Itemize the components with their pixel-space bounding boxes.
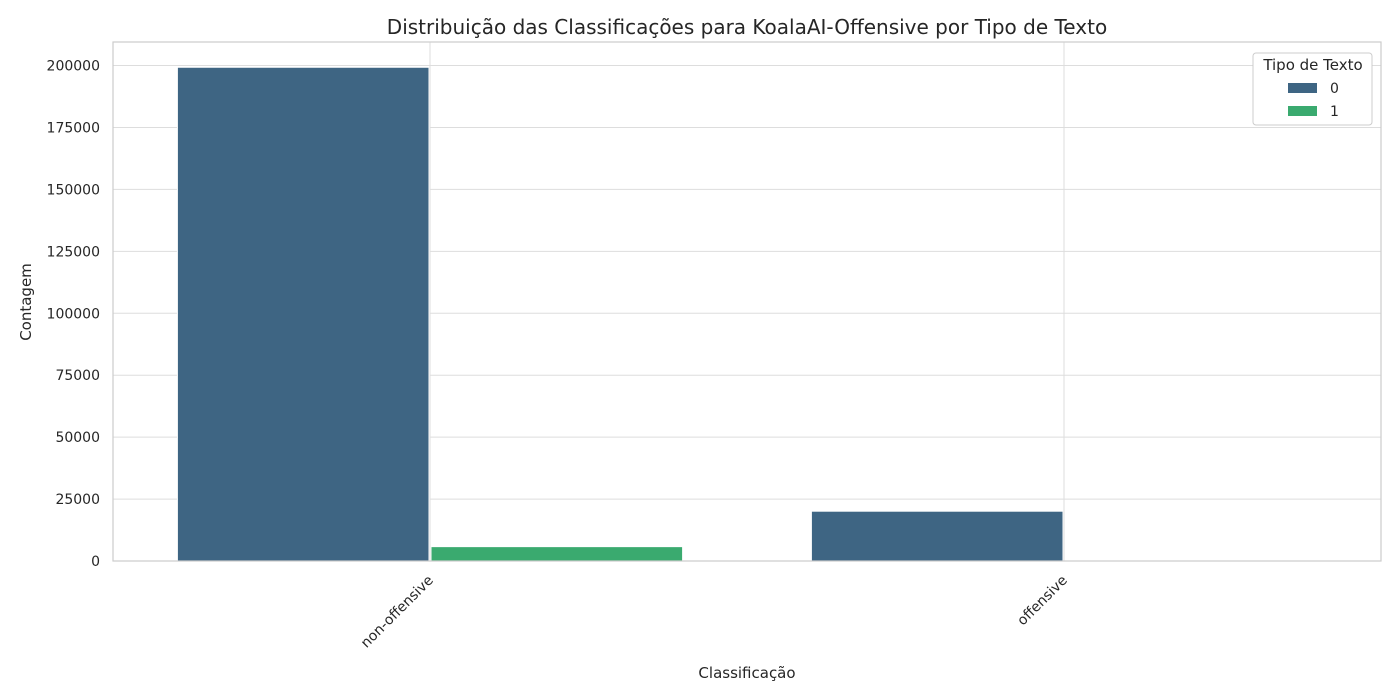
- y-tick-label: 175000: [47, 120, 100, 136]
- y-tick-label: 50000: [55, 430, 100, 446]
- y-tick-label: 75000: [55, 368, 100, 384]
- legend-label-1: 1: [1330, 104, 1339, 120]
- legend-swatch-0: [1288, 83, 1317, 93]
- chart-title: Distribuição das Classificações para Koa…: [387, 15, 1107, 39]
- bar-series-1-non-offensive: [430, 546, 684, 562]
- y-tick-label: 150000: [47, 182, 100, 198]
- y-tick-label: 200000: [47, 59, 100, 75]
- plot-frame: [112, 41, 1382, 562]
- y-tick-label: 0: [91, 554, 100, 570]
- x-axis-label: Classificação: [698, 664, 795, 682]
- y-axis-label: Contagem: [17, 263, 35, 341]
- x-tick-label: non-offensive: [358, 573, 437, 652]
- legend-title: Tipo de Texto: [1262, 56, 1362, 74]
- y-tick-label: 25000: [55, 492, 100, 508]
- bar-series-0-non-offensive: [176, 66, 430, 562]
- legend-items: 01: [1288, 81, 1339, 120]
- x-tick-label: offensive: [1014, 573, 1070, 629]
- y-tick-label: 100000: [47, 306, 100, 322]
- y-tick-label: 125000: [47, 244, 100, 260]
- legend-label-0: 0: [1330, 81, 1339, 97]
- legend: Tipo de Texto 01: [1252, 52, 1373, 126]
- bars-layer: [176, 66, 1064, 562]
- legend-swatch-1: [1288, 106, 1317, 116]
- bar-series-0-offensive: [810, 510, 1064, 562]
